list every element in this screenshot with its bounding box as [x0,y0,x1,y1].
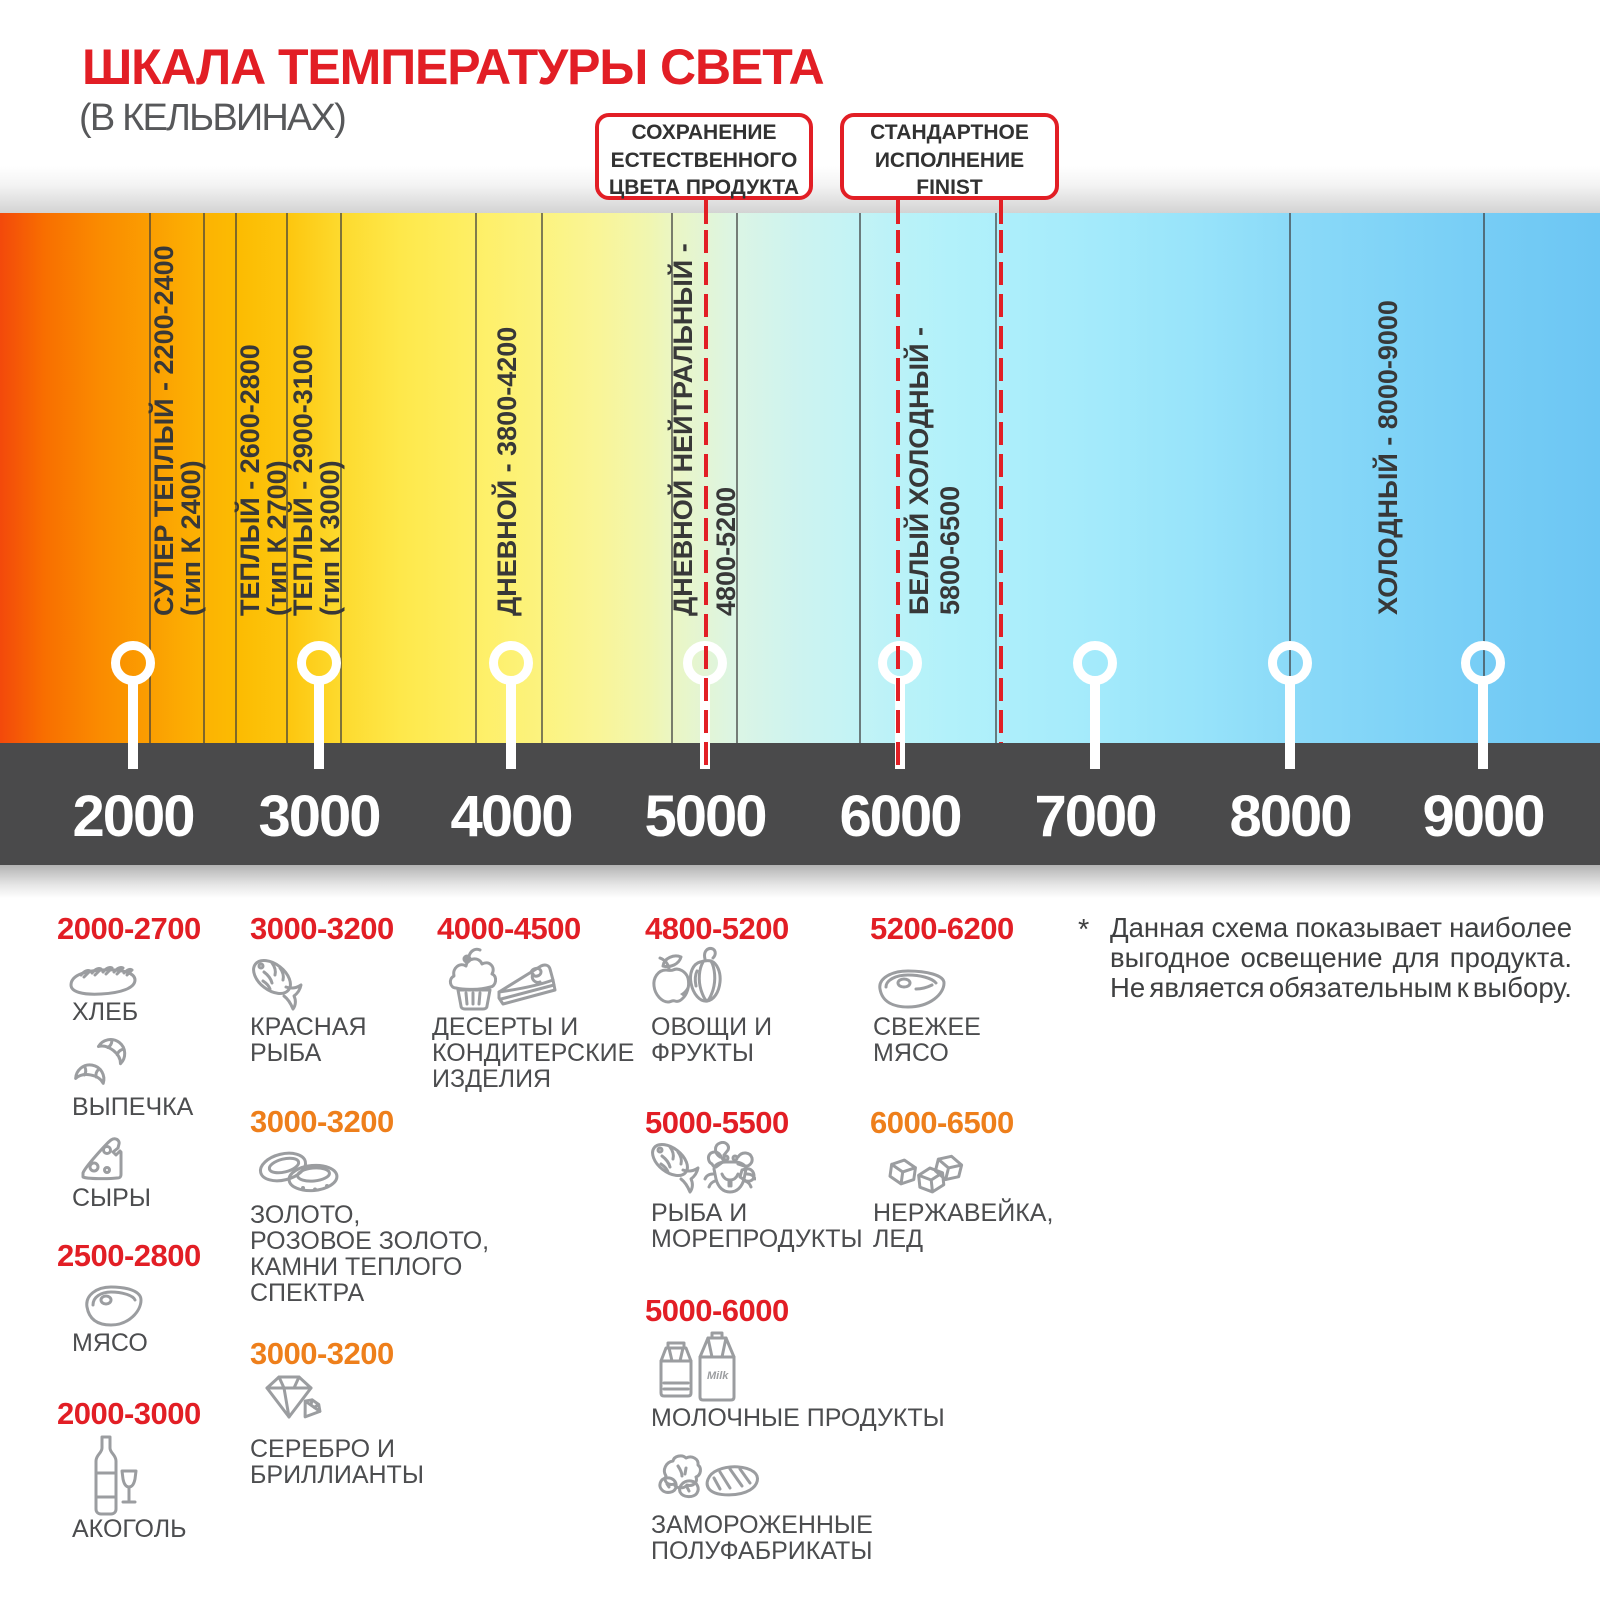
svg-text:Milk: Milk [707,1370,729,1382]
